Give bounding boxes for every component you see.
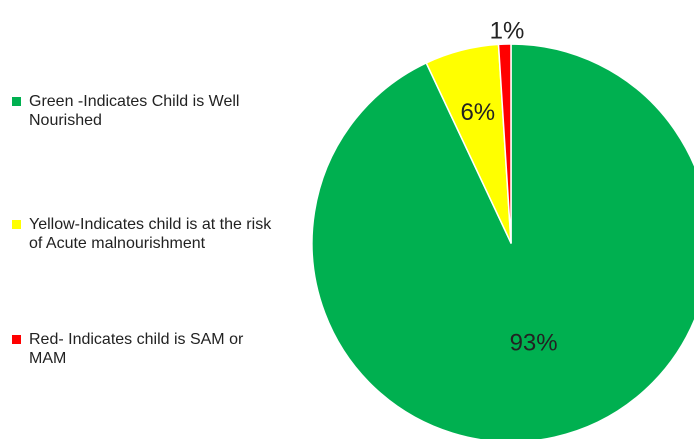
data-label-0: 93% (510, 329, 558, 356)
legend-swatch-green (12, 97, 21, 106)
legend-item-green: Green -Indicates Child is Well Nourished (12, 92, 272, 130)
legend-swatch-red (12, 335, 21, 344)
legend-swatch-yellow (12, 220, 21, 229)
legend-item-red: Red- Indicates child is SAM or MAM (12, 330, 272, 368)
legend-label-green: Green -Indicates Child is Well Nourished (29, 93, 240, 129)
data-label-2: 1% (490, 17, 525, 44)
pie-slice-2 (497, 43, 512, 244)
legend-item-yellow: Yellow-Indicates child is at the risk of… (12, 215, 272, 253)
legend-label-yellow: Yellow-Indicates child is at the risk of… (29, 216, 272, 252)
pie-slice-0 (311, 43, 694, 439)
legend-label-red: Red- Indicates child is SAM or MAM (29, 331, 244, 367)
data-label-1: 6% (460, 99, 495, 126)
